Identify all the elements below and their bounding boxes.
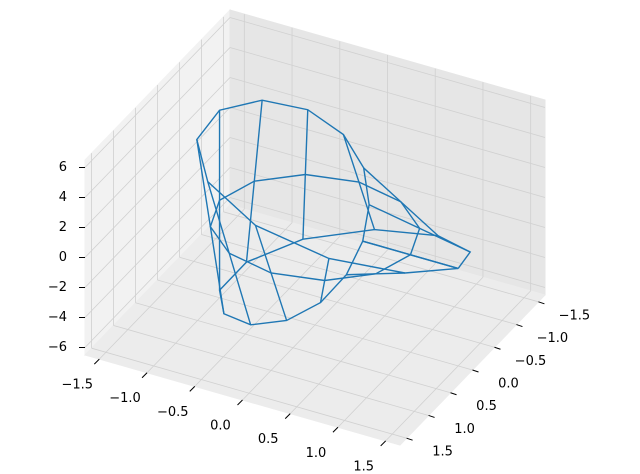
y-tick bbox=[406, 437, 413, 441]
y-tick-label: −1.0 bbox=[537, 331, 569, 346]
wire-column bbox=[207, 181, 252, 326]
wire-column bbox=[368, 204, 471, 253]
grid-line bbox=[179, 256, 495, 348]
z-tick-label: −2 bbox=[48, 280, 67, 295]
wire-column bbox=[363, 167, 439, 237]
grid-line bbox=[223, 211, 539, 303]
y-tick-label: −1.5 bbox=[559, 308, 591, 323]
grid-line bbox=[229, 107, 546, 198]
wire-column bbox=[342, 134, 376, 230]
x-tick-label: 0.5 bbox=[258, 432, 279, 447]
grid-line bbox=[229, 17, 546, 108]
z-tick-label: 6 bbox=[59, 160, 67, 175]
wire-column bbox=[319, 258, 330, 303]
grid-line bbox=[135, 302, 451, 394]
z-tick-label: 4 bbox=[59, 190, 67, 205]
z-tick-label: 2 bbox=[59, 220, 67, 235]
y-tick-label: 0.5 bbox=[476, 399, 497, 414]
wire-column bbox=[245, 100, 263, 263]
z-tick-label: −4 bbox=[48, 310, 67, 325]
x-tick bbox=[189, 386, 196, 392]
x-tick bbox=[93, 358, 100, 365]
x-tick bbox=[237, 399, 243, 406]
grid-line bbox=[201, 234, 517, 325]
grid-line bbox=[84, 167, 231, 318]
grid-line bbox=[113, 325, 429, 416]
x-tick-label: 0.0 bbox=[210, 419, 231, 434]
x-tick bbox=[284, 413, 291, 419]
x-tick-label: 1.5 bbox=[353, 459, 374, 474]
y-tick-label: 1.5 bbox=[432, 445, 453, 460]
y-tick-label: 0.0 bbox=[498, 377, 519, 392]
grid-line bbox=[229, 197, 546, 288]
grid-line bbox=[157, 279, 473, 371]
grid-line bbox=[84, 197, 231, 348]
y-tick bbox=[516, 324, 523, 328]
x-tick-label: −1.5 bbox=[62, 378, 94, 393]
y-tick-label: −0.5 bbox=[515, 354, 547, 369]
x-tick bbox=[332, 426, 339, 433]
grid-line bbox=[229, 137, 546, 228]
grid-line bbox=[91, 347, 407, 439]
x-tick-label: −0.5 bbox=[157, 405, 189, 420]
x-tick-label: 1.0 bbox=[306, 446, 327, 461]
x-tick-label: −1.0 bbox=[109, 391, 141, 406]
grid-line bbox=[84, 17, 231, 168]
grid-line bbox=[229, 77, 546, 168]
grid-line bbox=[84, 47, 231, 198]
z-tick-label: 0 bbox=[59, 250, 67, 265]
grid-line bbox=[229, 47, 546, 138]
y-tick bbox=[494, 346, 501, 350]
y-tick bbox=[472, 369, 479, 373]
grid-line bbox=[84, 137, 231, 288]
y-tick-label: 1.0 bbox=[454, 422, 475, 437]
y-tick bbox=[428, 414, 435, 418]
grid-line bbox=[229, 167, 546, 258]
wire-column bbox=[362, 240, 459, 270]
wire-column bbox=[254, 225, 288, 321]
y-tick bbox=[538, 301, 545, 305]
grid-line bbox=[84, 77, 231, 228]
wire-column bbox=[346, 272, 405, 276]
y-tick bbox=[450, 392, 457, 396]
wire-column bbox=[302, 109, 309, 240]
x-tick bbox=[380, 440, 387, 447]
x-tick bbox=[141, 372, 148, 379]
grid-line bbox=[84, 107, 231, 258]
z-tick-label: −6 bbox=[48, 340, 67, 355]
